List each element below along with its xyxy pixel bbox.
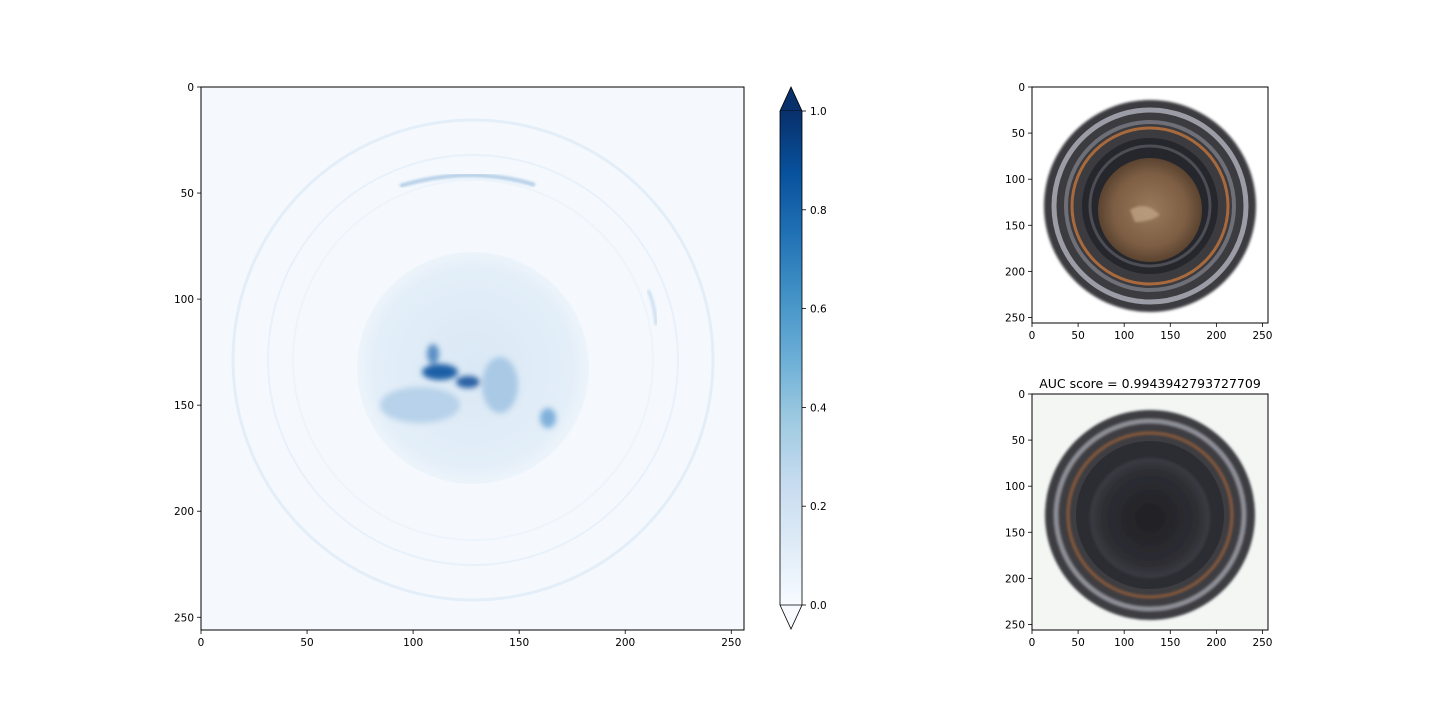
x-tick-label: 150 bbox=[1160, 637, 1180, 649]
original-image bbox=[1044, 100, 1256, 312]
heatmap-x-axis: 0 50 100 150 200 250 bbox=[198, 630, 741, 649]
y-tick-label: 200 bbox=[1005, 266, 1025, 278]
auc-score-title: AUC score = 0.9943942793727709 bbox=[1039, 376, 1261, 391]
y-tick-label: 0 bbox=[187, 82, 194, 94]
y-tick-label: 250 bbox=[1005, 312, 1025, 324]
x-tick-label: 200 bbox=[1206, 330, 1226, 342]
x-tick-label: 50 bbox=[1071, 330, 1084, 342]
reconstruction-image-y-axis: 0 50 100 150 200 250 bbox=[1005, 389, 1032, 631]
x-tick-label: 100 bbox=[403, 637, 423, 649]
colorbar-outline bbox=[779, 111, 803, 605]
heatmap-y-axis: 0 50 100 150 200 250 bbox=[174, 82, 201, 624]
original-image-y-axis: 0 50 100 150 200 250 bbox=[1005, 82, 1032, 324]
colorbar-tick-label: 1.0 bbox=[810, 106, 827, 118]
original-image-frame bbox=[1031, 86, 1269, 324]
x-tick-label: 100 bbox=[1114, 330, 1134, 342]
colorbar-tick-label: 0.2 bbox=[810, 501, 827, 513]
heatmap-ring bbox=[267, 154, 679, 566]
x-tick-label: 250 bbox=[1252, 637, 1272, 649]
colorbar: 0.0 0.2 0.4 0.6 0.8 1.0 bbox=[779, 86, 827, 630]
colorbar-gradient bbox=[780, 111, 802, 605]
bottle-ring bbox=[1064, 120, 1236, 292]
heatmap-hotspots bbox=[380, 344, 556, 428]
y-tick-label: 250 bbox=[1005, 619, 1025, 631]
x-tick-label: 50 bbox=[300, 637, 313, 649]
heatmap-hotspot bbox=[422, 364, 458, 380]
y-tick-label: 50 bbox=[1012, 128, 1025, 140]
y-tick-label: 100 bbox=[1005, 174, 1025, 186]
heatmap-ring bbox=[231, 118, 715, 602]
colorbar-tick-label: 0.8 bbox=[810, 205, 827, 217]
reconstruction-image-panel: AUC score = 0.9943942793727709 0 50 100 150… bbox=[1005, 376, 1273, 649]
bottle-ring bbox=[1066, 431, 1234, 599]
x-tick-label: 150 bbox=[509, 637, 529, 649]
y-tick-label: 150 bbox=[1005, 527, 1025, 539]
x-tick-label: 0 bbox=[1029, 330, 1036, 342]
heatmap-hotspot bbox=[456, 376, 480, 388]
colorbar-tick-label: 0.6 bbox=[810, 304, 827, 316]
colorbar-extend-max bbox=[779, 86, 803, 112]
bottle-ring bbox=[1051, 107, 1249, 305]
heatmap-hotspot bbox=[540, 408, 556, 428]
heatmap-panel: 0 50 100 150 200 250 0 50 100 150 200 250 bbox=[174, 82, 745, 649]
x-tick-label: 0 bbox=[198, 637, 205, 649]
y-tick-label: 0 bbox=[1018, 389, 1025, 401]
x-tick-label: 250 bbox=[721, 637, 741, 649]
x-tick-label: 200 bbox=[1206, 637, 1226, 649]
bottle-defect bbox=[1130, 206, 1160, 222]
x-tick-label: 200 bbox=[615, 637, 635, 649]
bottle-bottom bbox=[1090, 458, 1210, 578]
reconstruction-image bbox=[1045, 410, 1255, 620]
original-image-x-axis: 0 50 100 150 200 250 bbox=[1029, 323, 1272, 342]
y-tick-label: 0 bbox=[1018, 82, 1025, 94]
heatmap-ring bbox=[292, 179, 654, 541]
heatmap-arc-artifact bbox=[399, 173, 536, 188]
y-tick-label: 150 bbox=[1005, 220, 1025, 232]
colorbar-ticks: 0.0 0.2 0.4 0.6 0.8 1.0 bbox=[802, 106, 827, 612]
y-tick-label: 150 bbox=[174, 400, 194, 412]
y-tick-label: 100 bbox=[174, 294, 194, 306]
colorbar-tick-label: 0.4 bbox=[810, 402, 827, 414]
reconstruction-image-frame bbox=[1031, 393, 1269, 631]
bottle-ring bbox=[1053, 418, 1247, 612]
original-image-panel: 0 50 100 150 200 250 0 50 100 150 200 250 bbox=[1005, 82, 1273, 342]
heatmap-hotspot bbox=[482, 357, 518, 413]
colorbar-tick-label: 0.0 bbox=[810, 600, 827, 612]
heatmap-center-disk bbox=[357, 252, 589, 484]
y-tick-label: 50 bbox=[181, 188, 194, 200]
reconstruction-image-x-axis: 0 50 100 150 200 250 bbox=[1029, 630, 1272, 649]
heatmap-arc-artifact bbox=[646, 289, 658, 326]
x-tick-label: 100 bbox=[1114, 637, 1134, 649]
x-tick-label: 0 bbox=[1029, 637, 1036, 649]
y-tick-label: 100 bbox=[1005, 481, 1025, 493]
y-tick-label: 200 bbox=[174, 506, 194, 518]
x-tick-label: 150 bbox=[1160, 330, 1180, 342]
y-tick-label: 250 bbox=[174, 612, 194, 624]
heatmap-hotspot bbox=[380, 387, 460, 423]
bottle-ring bbox=[1070, 126, 1230, 286]
y-tick-label: 200 bbox=[1005, 573, 1025, 585]
x-tick-label: 50 bbox=[1071, 637, 1084, 649]
heatmap-image bbox=[231, 118, 715, 602]
colorbar-extend-min bbox=[779, 604, 803, 630]
x-tick-label: 250 bbox=[1252, 330, 1272, 342]
bottle-ring bbox=[1088, 144, 1212, 268]
y-tick-label: 50 bbox=[1012, 435, 1025, 447]
heatmap-frame bbox=[200, 86, 745, 631]
heatmap-hotspot bbox=[427, 344, 439, 364]
